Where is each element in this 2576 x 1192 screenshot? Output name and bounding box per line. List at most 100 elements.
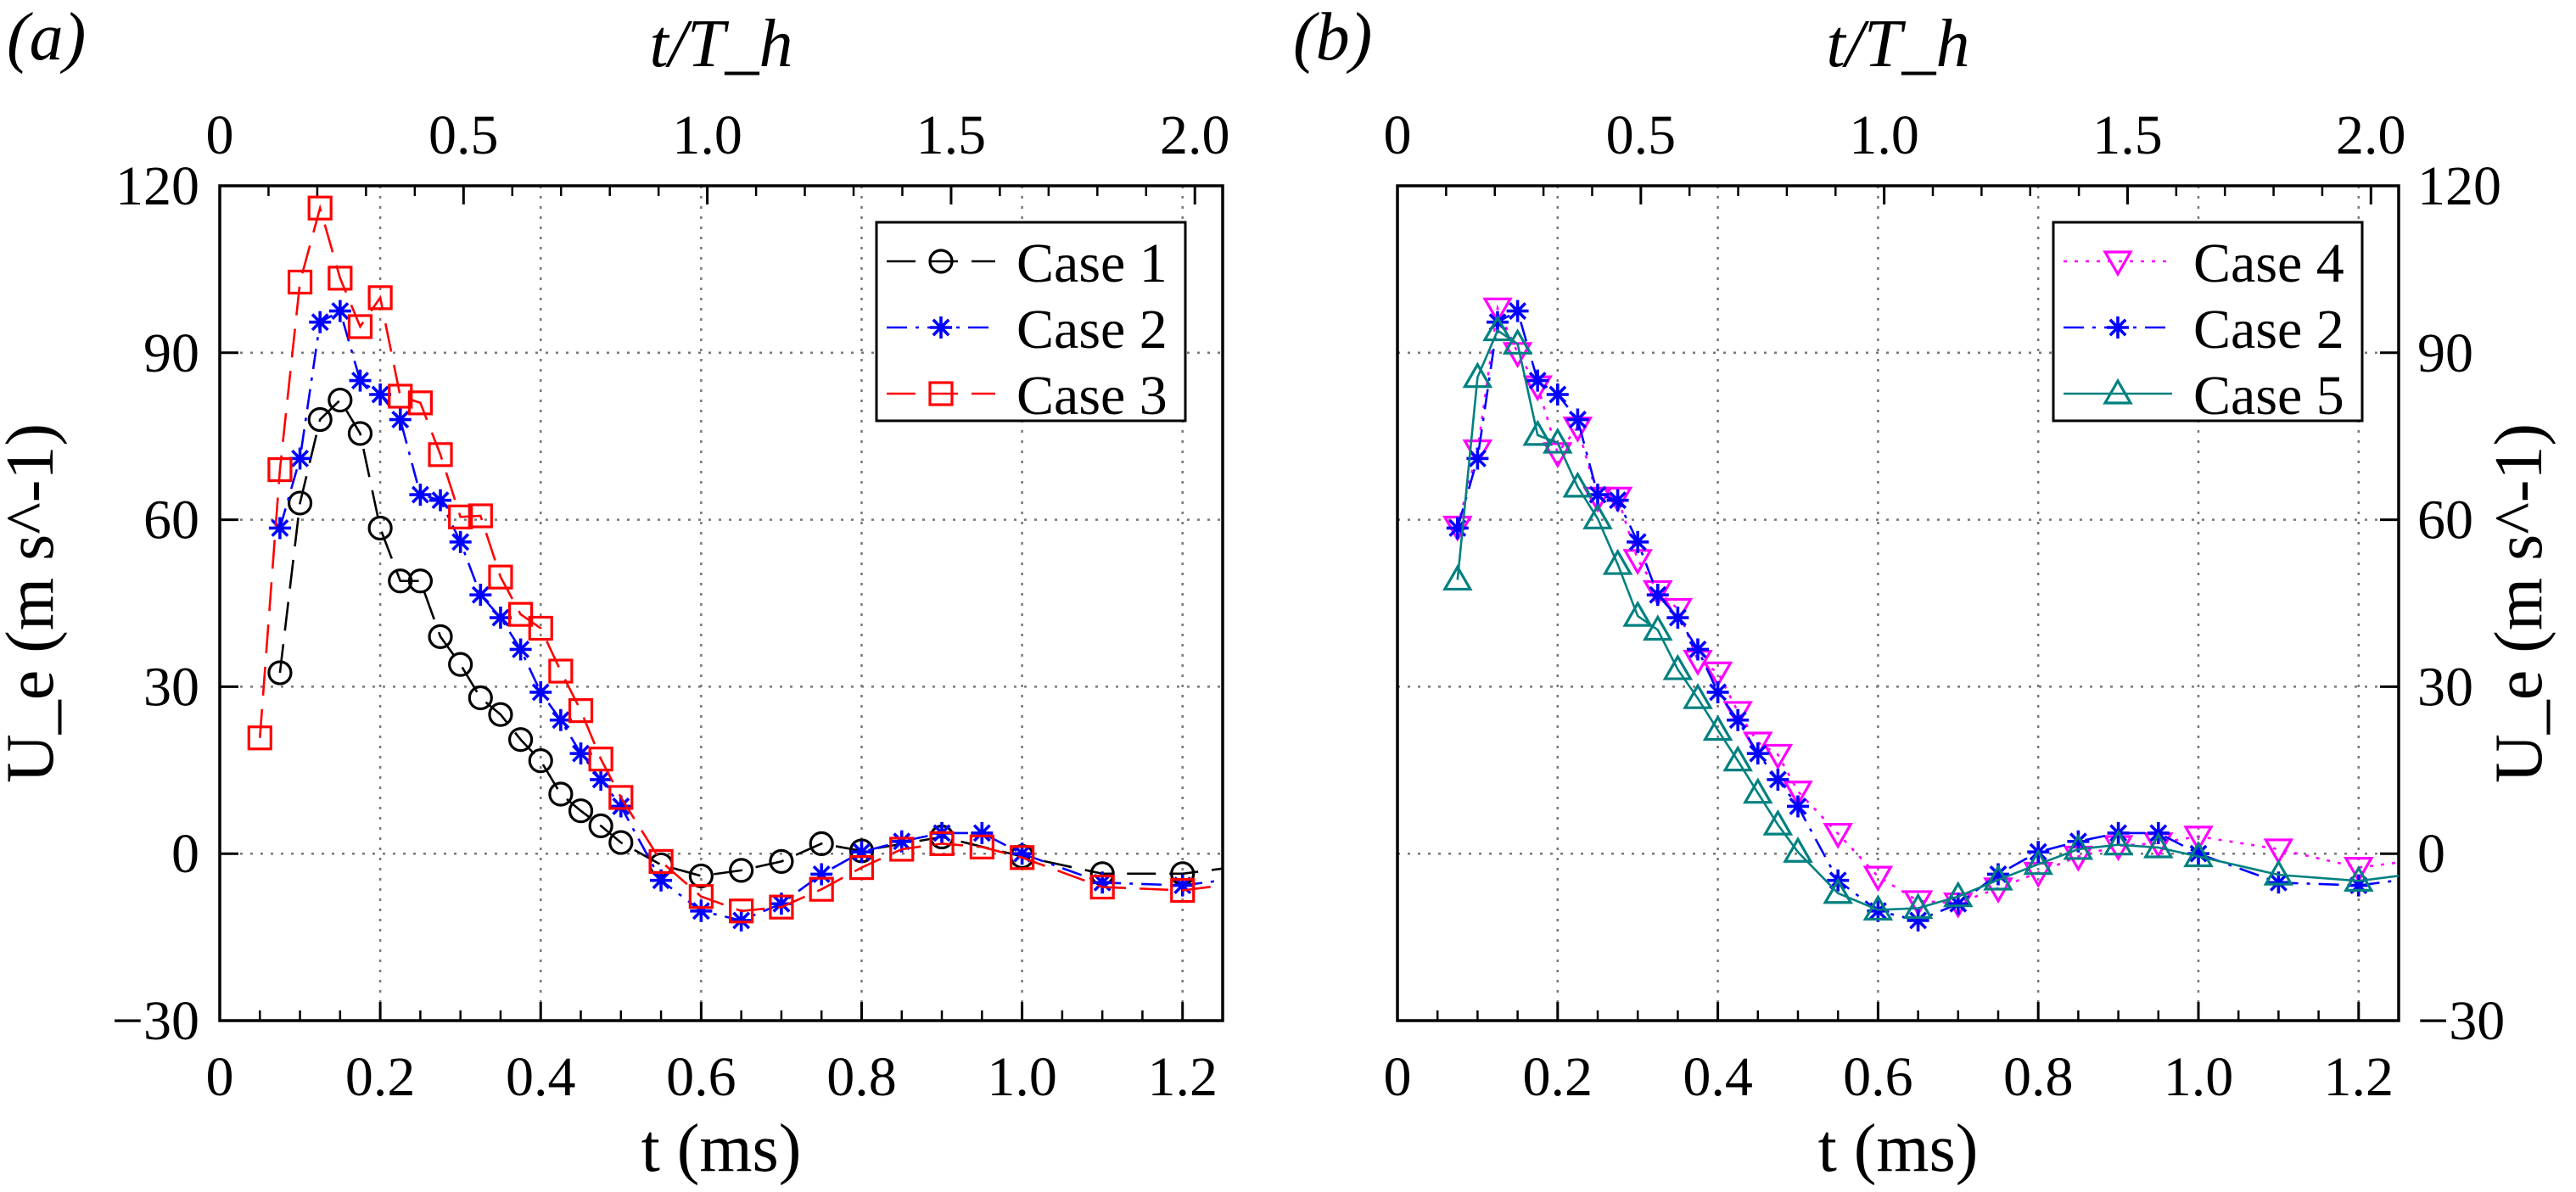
data-point: [648, 848, 674, 874]
data-point: [548, 658, 574, 684]
data-point: [1562, 471, 1593, 498]
data-point: [1566, 408, 1589, 431]
data-point: [730, 909, 753, 932]
data-point: [347, 421, 373, 446]
x-top-tick-label: 1.0: [1849, 104, 1919, 166]
data-point: [367, 515, 393, 541]
data-point: [549, 708, 572, 731]
panel-label: (a): [7, 0, 86, 75]
data-point: [769, 848, 794, 874]
legend-marker: [930, 316, 952, 339]
data-point: [287, 269, 313, 295]
x-top-axis-label: t/T_h: [650, 7, 793, 81]
data-point: [1902, 890, 1934, 917]
data-point: [889, 837, 915, 862]
series-line: [258, 204, 1223, 913]
data-point: [1171, 874, 1194, 897]
legend-label: Case 4: [2193, 232, 2344, 294]
plot-frame: [1396, 184, 2400, 1022]
data-point: [2344, 865, 2374, 892]
data-point: [608, 830, 634, 855]
data-point: [2267, 871, 2290, 894]
data-point: [809, 876, 834, 902]
data-point: [489, 607, 512, 630]
data-point: [1683, 682, 1713, 709]
legend-marker: [2107, 316, 2129, 339]
data-point: [1722, 745, 1753, 772]
data-point: [2183, 841, 2214, 868]
series-case-5: [1442, 315, 2399, 921]
data-point: [729, 898, 754, 924]
x-top-tick-label: 2.0: [2336, 104, 2406, 166]
x-top-tick-label: 2.0: [1160, 104, 1230, 166]
data-point: [307, 195, 333, 221]
data-point: [528, 615, 553, 641]
data-point: [2263, 838, 2294, 865]
data-point: [1662, 653, 1694, 680]
y-axis-label: U_e (m s^-1): [0, 423, 68, 783]
series-line: [278, 398, 1223, 877]
data-point: [507, 602, 534, 627]
y-tick-label: 120: [115, 155, 199, 217]
data-point: [568, 698, 594, 724]
data-point: [2263, 859, 2294, 886]
data-point: [1526, 369, 1549, 392]
series-line: [1456, 328, 2399, 911]
data-point: [1762, 809, 1794, 836]
data-point: [2067, 830, 2090, 853]
data-point: [1787, 795, 1809, 818]
data-point: [1606, 489, 1629, 512]
data-point: [1902, 893, 1934, 920]
data-point: [1762, 743, 1794, 770]
data-point: [690, 899, 713, 922]
panel-b: 0 0.2 0.4 0.6 0.8 1.0 1.2 0 0.5 1.0 1.5 2.0 −30 0 30 60…: [1293, 0, 2556, 1186]
data-point: [428, 442, 453, 467]
x-top-axis-label: t/T_h: [1827, 7, 1970, 81]
data-point: [850, 841, 873, 864]
x-axis-label: t (ms): [641, 1111, 802, 1186]
data-point: [588, 747, 613, 772]
x-tick-label: 1.0: [987, 1046, 1057, 1108]
x-tick-label: 1.2: [1147, 1046, 1218, 1108]
data-point: [688, 884, 714, 909]
legend-marker: [928, 249, 954, 274]
x-tick-label: 0: [206, 1046, 234, 1108]
data-point: [428, 624, 453, 649]
x-tick-label: 0.6: [666, 1046, 736, 1108]
data-point: [1862, 865, 1894, 893]
y-tick-label: 120: [2417, 155, 2501, 217]
data-point: [971, 821, 994, 844]
data-point: [929, 831, 955, 856]
x-tick-label: 0: [1384, 1046, 1412, 1108]
data-point: [1783, 837, 1813, 863]
x-tick-label: 0.6: [1843, 1046, 1913, 1108]
data-point: [407, 390, 433, 416]
data-point: [2183, 825, 2214, 853]
plot-frame: [218, 184, 1224, 1022]
data-point: [1643, 579, 1673, 607]
data-point: [650, 869, 673, 892]
data-point: [1862, 894, 1894, 921]
data-point: [349, 369, 372, 392]
data-point: [1783, 781, 1813, 807]
x-top-tick-label: 1.5: [916, 104, 987, 166]
data-point: [247, 725, 272, 751]
data-point: [608, 785, 634, 810]
data-point: [2143, 831, 2174, 859]
data-point: [328, 299, 351, 322]
legend-label: Case 3: [1016, 365, 1168, 427]
data-point: [2344, 856, 2374, 883]
data-point: [307, 406, 333, 433]
data-point: [1089, 874, 1115, 900]
data-point: [388, 383, 413, 409]
legend-label: Case 1: [1016, 232, 1168, 294]
data-point: [568, 798, 594, 824]
data-point: [688, 863, 714, 889]
y-tick-label: −30: [112, 990, 199, 1052]
data-point: [1767, 768, 1789, 791]
series-case-3: [247, 195, 1223, 924]
data-point: [810, 863, 833, 886]
legend-label: Case 2: [2193, 299, 2344, 361]
legend-marker: [2103, 250, 2133, 277]
legend-label: Case 2: [1016, 299, 1168, 361]
